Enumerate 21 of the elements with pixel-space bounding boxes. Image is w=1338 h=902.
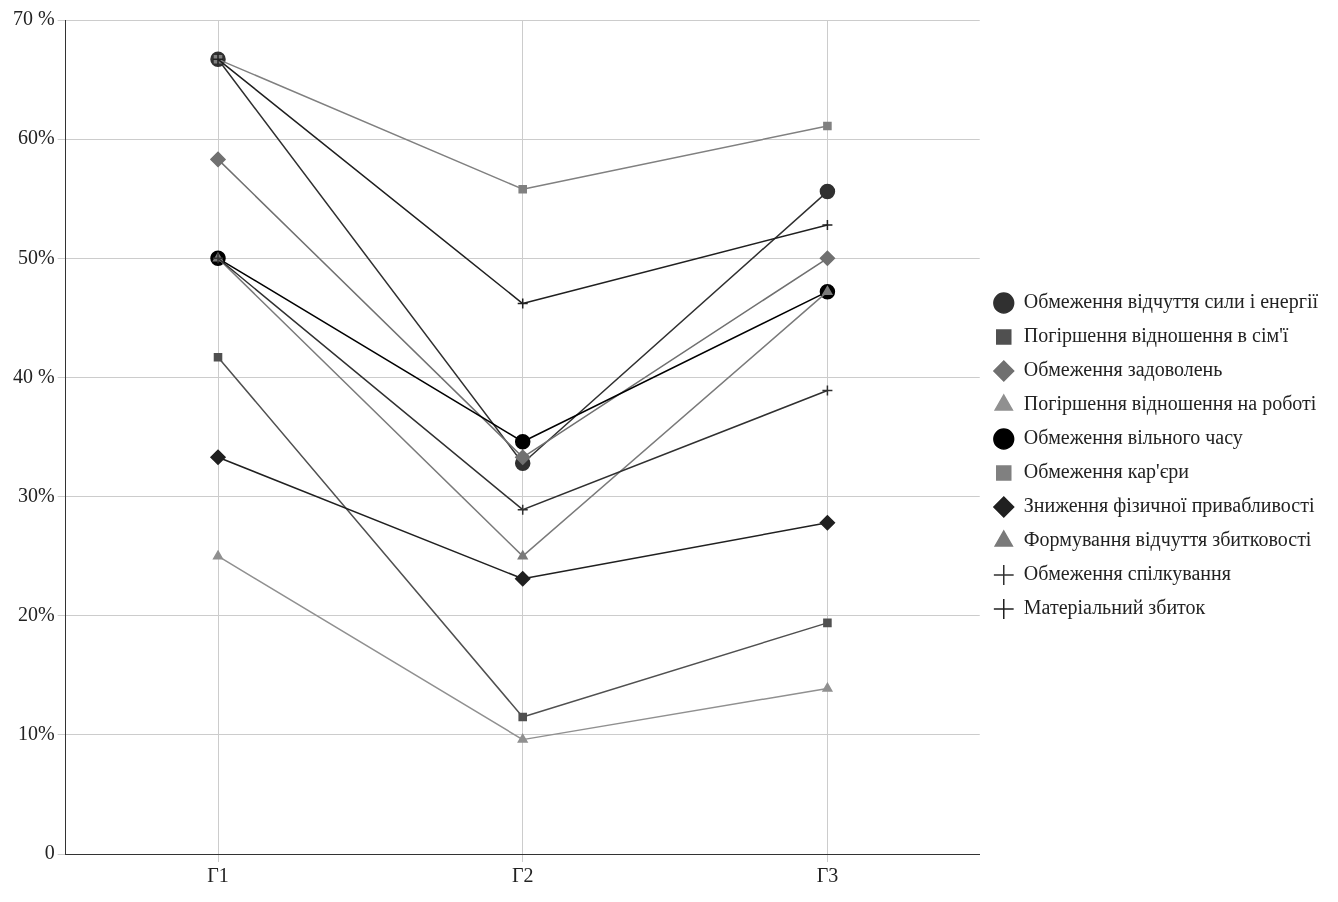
x-tick-label: Г2: [511, 864, 534, 887]
legend-label: Погіршення відношення в сім'ї: [1023, 324, 1289, 348]
y-tick-label: 60%: [17, 126, 55, 149]
legend-label: Зниження фізичної привабливості: [1023, 494, 1315, 518]
x-tick-label: Г1: [207, 864, 229, 887]
legend-label: Обмеження відчуття сили і енергії: [1023, 290, 1319, 314]
legend-label: Обмеження вільного часу: [1023, 426, 1243, 450]
y-tick-label: 20%: [17, 602, 55, 625]
y-tick-label: 50%: [17, 245, 55, 268]
x-tick-label: Г3: [816, 864, 839, 887]
y-tick-label: 70 %: [12, 7, 55, 30]
legend-label: Матеріальний збиток: [1023, 596, 1206, 620]
y-tick-label: 10%: [17, 722, 55, 745]
legend-label: Обмеження спілкування: [1023, 562, 1231, 586]
legend-label: Формування відчуття збитковості: [1023, 528, 1312, 552]
y-tick-label: 0: [44, 841, 55, 864]
legend-label: Обмеження задоволень: [1023, 358, 1223, 382]
y-tick-label: 30%: [17, 483, 55, 506]
legend-label: Обмеження кар'єри: [1023, 460, 1190, 484]
legend-label: Погіршення відношення на роботі: [1023, 392, 1317, 416]
y-tick-label: 40 %: [12, 364, 55, 387]
